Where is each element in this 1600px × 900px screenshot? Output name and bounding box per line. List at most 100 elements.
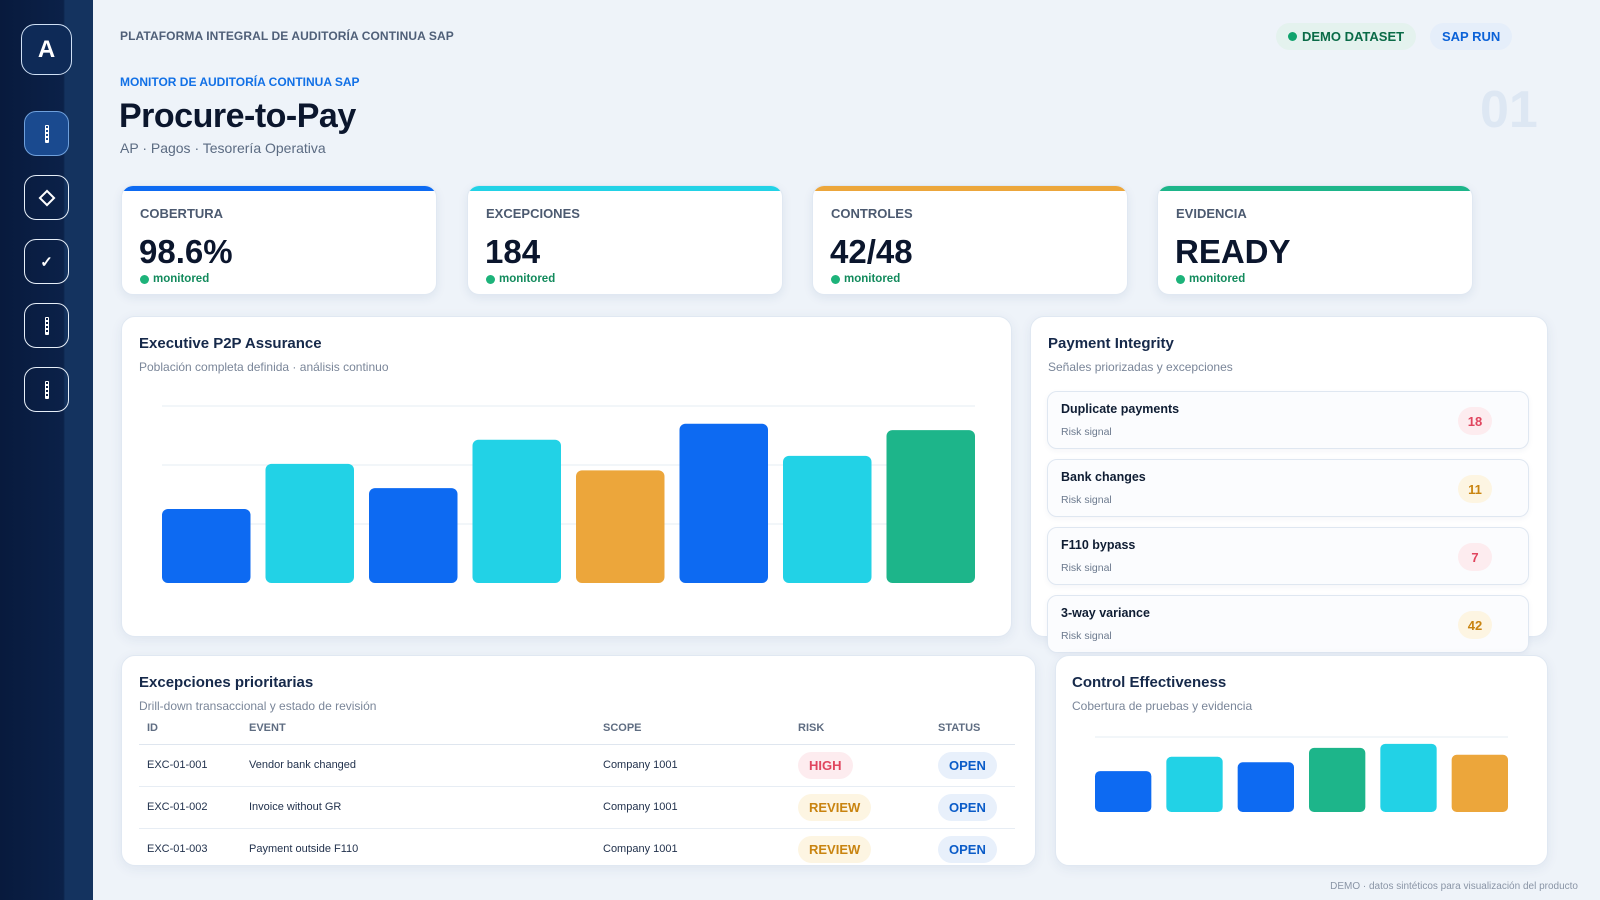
signal-item-f110-bypass[interactable]: F110 bypass Risk signal 7: [1047, 527, 1529, 585]
chart-bar[interactable]: [1095, 771, 1152, 812]
nav-tests-button[interactable]: ✓: [24, 239, 69, 284]
kpi-accent-bar: [1158, 186, 1472, 191]
bar-chart-icon: [44, 316, 49, 335]
signal-item-bank-changes[interactable]: Bank changes Risk signal 11: [1047, 459, 1529, 517]
chart-bar[interactable]: [265, 463, 355, 583]
bar-chart-icon: [44, 380, 49, 399]
exceptions-table: ID EVENT SCOPE RISK STATUS EXC-01-001 Ve…: [139, 712, 1015, 865]
kpi-label: CONTROLES: [831, 206, 913, 221]
signal-name: F110 bypass: [1061, 538, 1136, 552]
kpi-card-coverage[interactable]: COBERTURA 98.6% monitored: [121, 185, 437, 295]
kpi-card-exceptions[interactable]: EXCEPCIONES 184 monitored: [467, 185, 783, 295]
table-row[interactable]: EXC-01-002 Invoice without GR Company 10…: [139, 786, 1015, 829]
chart-bar[interactable]: [1309, 747, 1366, 812]
chart-bar[interactable]: [783, 455, 872, 583]
kpi-label: COBERTURA: [140, 206, 224, 221]
nav-analytics-button[interactable]: [24, 367, 69, 412]
kpi-value: 42/48: [830, 233, 913, 270]
exception-event: Vendor bank changed: [241, 744, 595, 787]
chart-bar[interactable]: [162, 508, 251, 583]
exception-id: EXC-01-002: [139, 786, 241, 829]
chart-bar[interactable]: [886, 430, 976, 583]
footer-note: DEMO · datos sintéticos para visualizaci…: [1330, 881, 1578, 892]
kpi-status: monitored: [140, 273, 209, 285]
signal-name: Duplicate payments: [1061, 402, 1180, 416]
card-subtitle: Cobertura de pruebas y evidencia: [1072, 699, 1253, 713]
status-dot: [1288, 32, 1297, 41]
assurance-bar-chart: [162, 405, 976, 583]
signal-name: Bank changes: [1061, 470, 1146, 484]
risk-badge: REVIEW: [798, 793, 872, 821]
kpi-value: 184: [485, 233, 541, 270]
kpi-status-label: monitored: [153, 273, 210, 285]
signal-count-badge: 18: [1458, 407, 1492, 435]
chart-bar[interactable]: [1451, 754, 1508, 812]
status-badge[interactable]: OPEN: [938, 835, 997, 863]
page-number: 01: [1480, 81, 1538, 139]
card-subtitle: Drill-down transaccional y estado de rev…: [139, 699, 377, 713]
signal-subtitle: Risk signal: [1061, 562, 1112, 574]
sap-run-badge[interactable]: SAP RUN: [1430, 23, 1513, 50]
kpi-accent-bar: [122, 186, 436, 191]
column-header-id[interactable]: ID: [139, 712, 241, 745]
signal-item-three-way-variance[interactable]: 3-way variance Risk signal 42: [1047, 595, 1529, 653]
chart-bar[interactable]: [369, 488, 458, 583]
exceptions-table-card: Excepciones prioritarias Drill-down tran…: [121, 655, 1036, 866]
status-dot: [140, 274, 149, 284]
chart-bar[interactable]: [679, 423, 769, 583]
status-dot: [831, 274, 840, 284]
kpi-label: EXCEPCIONES: [486, 206, 580, 221]
kpi-card-controls[interactable]: CONTROLES 42/48 monitored: [812, 185, 1128, 295]
kpi-accent-bar: [813, 186, 1127, 191]
status-dot: [1176, 274, 1185, 284]
column-header-event[interactable]: EVENT: [241, 712, 595, 745]
table-row[interactable]: EXC-01-003 Payment outside F110 Company …: [139, 828, 1015, 865]
sidebar: A ✓: [0, 0, 93, 900]
signal-item-duplicate-payments[interactable]: Duplicate payments Risk signal 18: [1047, 391, 1529, 449]
chart-bar[interactable]: [1166, 756, 1223, 812]
kpi-value: 98.6%: [139, 233, 233, 270]
chart-bar[interactable]: [576, 470, 665, 583]
chart-bar[interactable]: [472, 439, 562, 583]
card-title: Executive P2P Assurance: [139, 335, 322, 352]
chart-bar[interactable]: [1237, 762, 1294, 812]
page-kicker: MONITOR DE AUDITORÍA CONTINUA SAP: [120, 75, 360, 89]
status-badge[interactable]: OPEN: [938, 751, 997, 779]
nav-controls-button[interactable]: [24, 175, 69, 220]
control-bar-chart: [1095, 736, 1508, 812]
kpi-status-label: monitored: [1189, 273, 1246, 285]
kpi-status-label: monitored: [499, 273, 556, 285]
column-header-status[interactable]: STATUS: [930, 712, 1015, 745]
platform-title: PLATAFORMA INTEGRAL DE AUDITORÍA CONTINU…: [120, 29, 454, 43]
status-badge[interactable]: OPEN: [938, 793, 997, 821]
exception-id: EXC-01-003: [139, 828, 241, 865]
kpi-card-evidence[interactable]: EVIDENCIA READY monitored: [1157, 185, 1473, 295]
column-header-risk[interactable]: RISK: [790, 712, 930, 745]
control-effectiveness-card: Control Effectiveness Cobertura de prueb…: [1055, 655, 1548, 866]
card-subtitle: Población completa definida · análisis c…: [139, 360, 389, 374]
kpi-accent-bar: [468, 186, 782, 191]
exception-event: Invoice without GR: [241, 786, 595, 829]
risk-badge: HIGH: [798, 751, 853, 779]
chart-bar[interactable]: [1380, 743, 1437, 812]
page-subtitle: AP · Pagos · Tesorería Operativa: [120, 140, 326, 156]
page-title: Procure-to-Pay: [119, 97, 356, 135]
app-logo[interactable]: A: [21, 24, 72, 75]
kpi-status-label: monitored: [844, 273, 901, 285]
diamond-icon: [38, 189, 55, 206]
card-title: Excepciones prioritarias: [139, 674, 314, 691]
exception-status: OPEN: [930, 744, 1015, 787]
signal-subtitle: Risk signal: [1061, 426, 1112, 438]
exception-scope: Company 1001: [595, 828, 790, 865]
table-row[interactable]: EXC-01-001 Vendor bank changed Company 1…: [139, 744, 1015, 787]
signal-subtitle: Risk signal: [1061, 494, 1112, 506]
bar-chart-icon: [44, 124, 49, 143]
column-header-scope[interactable]: SCOPE: [595, 712, 790, 745]
exception-scope: Company 1001: [595, 744, 790, 787]
exception-event: Payment outside F110: [241, 828, 595, 865]
nav-dashboard-button[interactable]: [24, 111, 69, 156]
exception-scope: Company 1001: [595, 786, 790, 829]
risk-badge: REVIEW: [798, 835, 872, 863]
nav-reports-button[interactable]: [24, 303, 69, 348]
signal-name: 3-way variance: [1061, 606, 1150, 620]
